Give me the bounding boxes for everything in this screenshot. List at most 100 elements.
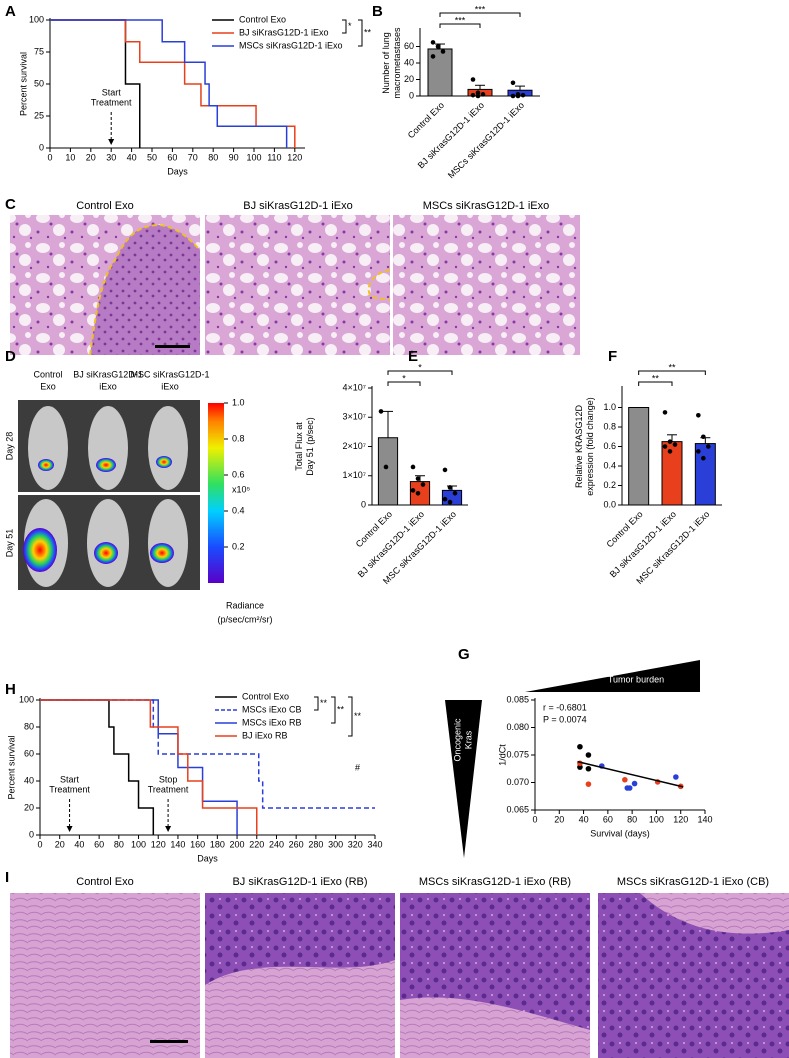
- scale-bar: [150, 1040, 188, 1043]
- data-point: [480, 92, 486, 97]
- image-title: MSCs siKrasG12D-1 iExo (CB): [617, 876, 769, 888]
- data-point: [673, 774, 679, 780]
- triangle: [525, 660, 700, 692]
- y-tick-label: 50: [34, 78, 44, 88]
- data-point: [706, 444, 711, 449]
- x-tick-label: 260: [289, 839, 304, 849]
- legend-label: MSCs iExo CB: [242, 704, 302, 714]
- significance-label: *: [348, 21, 352, 31]
- data-point: [415, 491, 421, 496]
- significance-label: **: [652, 373, 660, 383]
- data-point: [410, 464, 416, 470]
- x-tick-label: 20: [554, 814, 564, 824]
- panel-letter: I: [5, 869, 9, 886]
- survival-curve: [40, 699, 238, 835]
- tumor-outline: [367, 269, 391, 301]
- significance-bracket: [342, 19, 347, 34]
- y-tick-label: 2×10⁷: [342, 441, 366, 451]
- colorbar-label: 0.6: [232, 469, 245, 479]
- stroma-region: [640, 893, 789, 934]
- x-tick-label: 240: [269, 839, 284, 849]
- x-tick-label: 200: [230, 839, 245, 849]
- x-tick-label: 50: [147, 152, 157, 162]
- x-tick-label: 120: [673, 814, 688, 824]
- x-axis-label: Days: [197, 853, 218, 863]
- note: #: [355, 762, 360, 772]
- y-axis-label: Percent survival: [18, 52, 28, 116]
- data-point: [662, 444, 668, 449]
- x-tick-label: 60: [167, 152, 177, 162]
- y-tick-label: 25: [34, 110, 44, 120]
- legend-label: MSCs siKrasG12D-1 iExo: [239, 40, 343, 50]
- annotation: r = -0.6801: [543, 702, 587, 712]
- colorbar-label: 0.2: [232, 541, 245, 551]
- arrow-head: [108, 139, 115, 145]
- signal: [38, 459, 54, 471]
- colorbar-label: 0.4: [232, 505, 245, 515]
- y-axis-label: 1/dCt: [497, 744, 507, 766]
- data-point: [435, 44, 441, 49]
- significance-bracket: [439, 23, 481, 28]
- survival-curve: [50, 19, 296, 148]
- significance-bracket: [439, 12, 521, 17]
- histology-c: [10, 215, 580, 356]
- histology-image: [393, 215, 580, 355]
- colorbar-label: 0.8: [232, 433, 245, 443]
- mouse: [148, 406, 188, 490]
- data-point: [631, 780, 638, 787]
- column-label: MSC siKrasG12D-1: [130, 369, 209, 379]
- x-tick-label: 0: [532, 814, 537, 824]
- annotation: Treatment: [91, 97, 132, 107]
- row-label: Day 28: [4, 432, 14, 461]
- row-label: Day 51: [4, 529, 14, 558]
- data-point: [452, 491, 458, 496]
- significance-label: **: [320, 698, 328, 708]
- data-point: [626, 785, 633, 791]
- y-tick-label: 0.065: [506, 804, 529, 814]
- annotation: Treatment: [148, 784, 189, 794]
- legend-label: BJ siKrasG12D-1 iExo: [239, 27, 329, 37]
- panel-letter: B: [372, 3, 383, 20]
- x-tick-label: 30: [106, 152, 116, 162]
- panel-letter: A: [5, 3, 16, 20]
- x-tick-label: 60: [94, 839, 104, 849]
- significance-label: **: [354, 711, 362, 721]
- significance-bracket: [638, 381, 673, 386]
- signal: [156, 456, 172, 468]
- y-tick-label: 0.6: [603, 441, 616, 451]
- y-tick-label: 60: [24, 748, 34, 758]
- y-tick-label: 100: [29, 14, 44, 24]
- colorbar: [208, 403, 224, 583]
- data-point: [383, 464, 389, 470]
- x-tick-label: 0: [47, 152, 52, 162]
- data-point: [430, 40, 436, 45]
- significance-label: *: [402, 373, 406, 383]
- x-tick-label: 80: [627, 814, 637, 824]
- y-tick-label: 0: [39, 142, 44, 152]
- y-axis-label: Total Flux at: [294, 422, 304, 471]
- y-tick-label: 0.080: [506, 722, 529, 732]
- data-point: [577, 764, 583, 770]
- x-tick-label: BJ siKrasG12D-1 iExo: [608, 509, 678, 579]
- arrow-head: [66, 826, 73, 832]
- x-tick-label: 90: [229, 152, 239, 162]
- x-tick-label: 340: [367, 839, 382, 849]
- annotation: P = 0.0074: [543, 714, 587, 724]
- survival-curve: [40, 699, 258, 835]
- x-tick-label: 20: [86, 152, 96, 162]
- x-axis-label: Survival (days): [590, 828, 650, 838]
- data-point: [475, 90, 481, 95]
- y-tick-label: 100: [19, 694, 34, 704]
- signal: [23, 528, 57, 572]
- annotation: Stop: [159, 774, 178, 784]
- y-tick-label: 40: [404, 57, 414, 67]
- data-point: [470, 92, 476, 98]
- data-point: [585, 765, 592, 772]
- x-tick-label: 40: [74, 839, 84, 849]
- y-tick-label: 0: [29, 829, 34, 839]
- significance-label: ***: [455, 15, 466, 25]
- column-label: Exo: [40, 381, 56, 391]
- trend-line: [577, 760, 684, 788]
- x-tick-label: 100: [246, 152, 261, 162]
